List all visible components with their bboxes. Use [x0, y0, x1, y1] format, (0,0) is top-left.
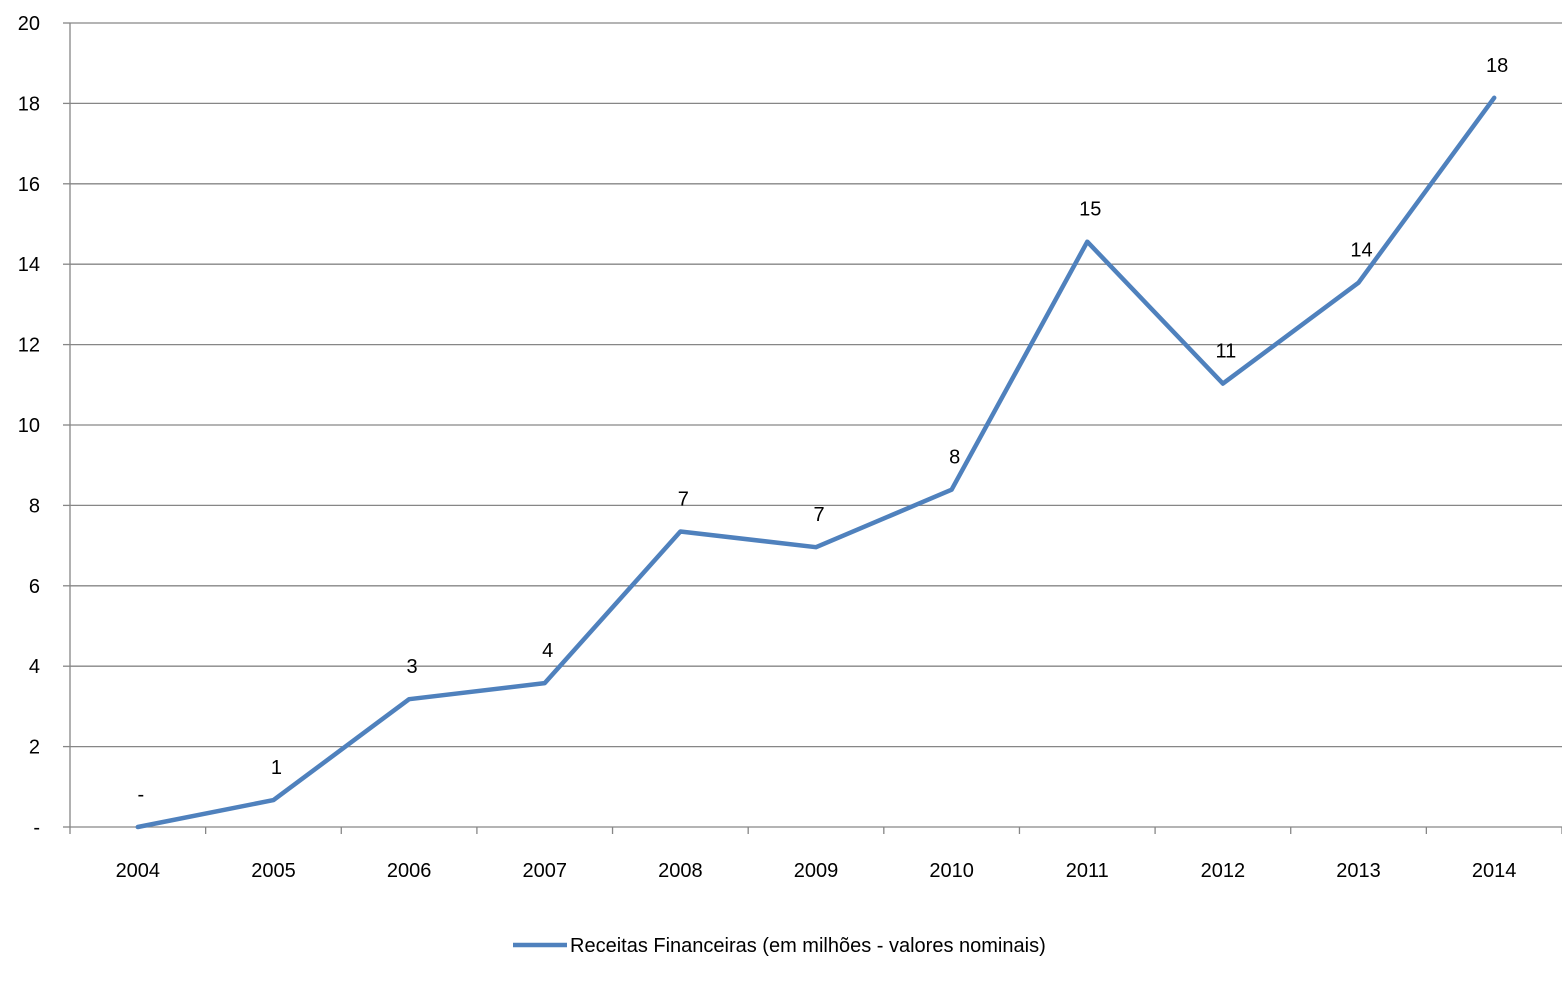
y-tick-label: 10 [18, 415, 40, 437]
data-label: 18 [1486, 55, 1508, 77]
data-label: 7 [678, 489, 689, 511]
axes [63, 22, 1562, 834]
x-tick-label: 2007 [522, 860, 567, 882]
x-tick-label: 2008 [658, 860, 703, 882]
series-line [135, 95, 1497, 830]
y-tick-label: 14 [18, 254, 40, 276]
y-tick-label: 6 [29, 576, 40, 598]
x-tick-label: 2014 [1472, 860, 1517, 882]
y-tick-label: 18 [18, 93, 40, 115]
legend: Receitas Financeiras (em milhões - valor… [513, 935, 1046, 957]
y-tick-label: 8 [29, 495, 40, 517]
data-label: 4 [542, 640, 553, 662]
x-tick-label: 2013 [1336, 860, 1381, 882]
data-label: 14 [1350, 240, 1372, 262]
x-tick-label: 2010 [929, 860, 974, 882]
series-lines [135, 95, 1497, 830]
y-tick-label: 12 [18, 335, 40, 357]
legend-label: Receitas Financeiras (em milhões - valor… [570, 935, 1046, 957]
data-label: 8 [949, 447, 960, 469]
x-tick-label: 2005 [251, 860, 296, 882]
y-tick-label: 4 [29, 656, 40, 678]
y-tick-label: 16 [18, 174, 40, 196]
data-label: 1 [271, 757, 282, 779]
x-tick-label: 2009 [794, 860, 839, 882]
x-tick-label: 2011 [1066, 860, 1109, 882]
data-labels: - 1 3 4 7 7 8 15 11 14 18 [137, 55, 1508, 806]
data-label: 11 [1216, 341, 1237, 363]
y-tick-label: 20 [18, 13, 40, 35]
y-tick-label: - [33, 817, 40, 839]
x-tick-label: 2006 [387, 860, 432, 882]
data-label: 3 [407, 656, 418, 678]
x-tick-label: 2012 [1201, 860, 1246, 882]
x-tick-labels: 2004 2005 2006 2007 2008 2009 2010 2011 2012 2013… [116, 860, 1517, 882]
y-tick-label: 2 [29, 737, 40, 759]
data-label: 7 [813, 504, 824, 526]
x-tick-label: 2004 [116, 860, 161, 882]
gridlines [70, 22, 1562, 748]
data-label: - [137, 784, 144, 806]
data-label: 15 [1079, 199, 1101, 221]
y-tick-labels: - 2 4 6 8 10 12 14 16 18 20 [18, 13, 40, 839]
